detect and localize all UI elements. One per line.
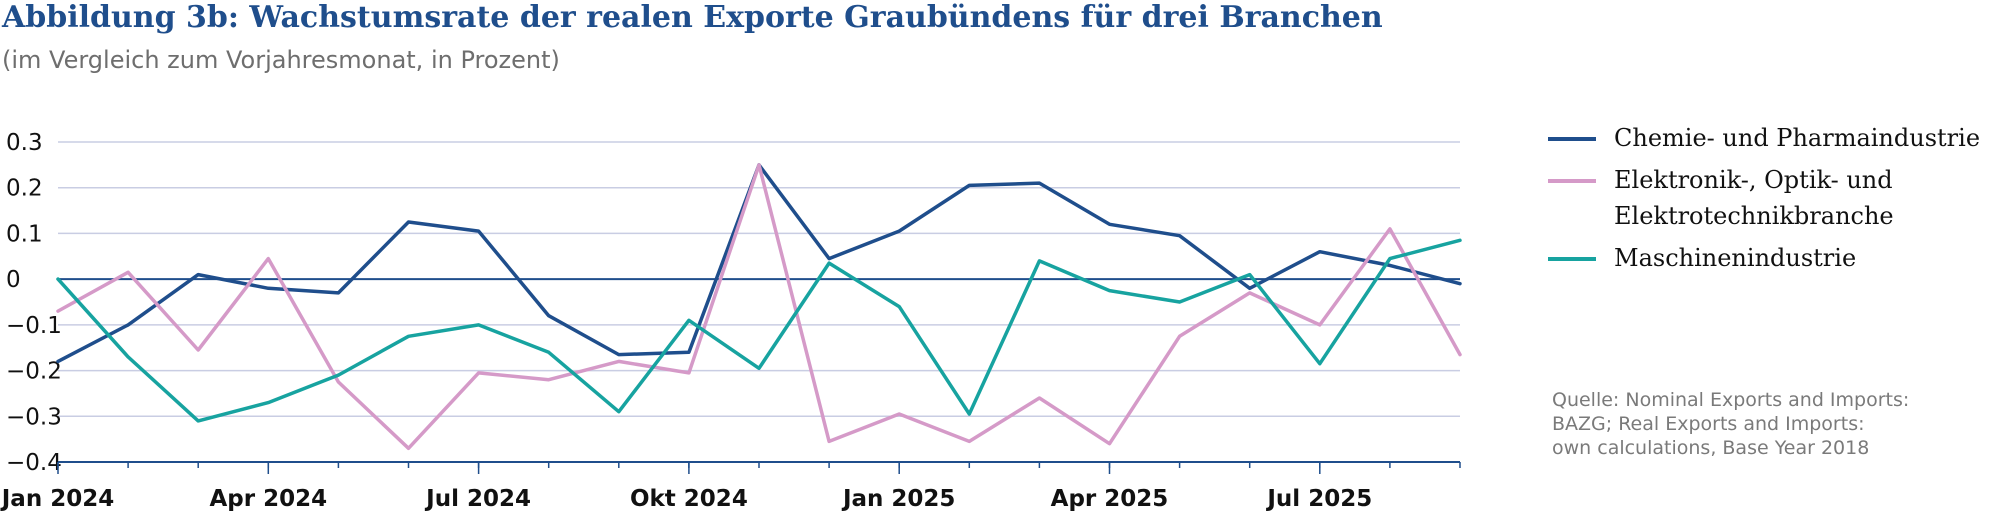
chart-title: Abbildung 3b: Wachstumsrate der realen E… bbox=[2, 0, 1383, 35]
y-tick-label: −0.1 bbox=[6, 313, 62, 339]
legend-item-elektronik: Elektronik-, Optik- und Elektrotechnikbr… bbox=[1548, 162, 2000, 234]
x-tick-label: Apr 2024 bbox=[209, 486, 327, 512]
y-tick-label: 0.3 bbox=[6, 130, 43, 156]
source-note: Quelle: Nominal Exports and Imports: BAZ… bbox=[1552, 389, 1910, 459]
legend: Chemie- und Pharmaindustrie Elektronik-,… bbox=[1548, 120, 2000, 282]
x-tick-label: Jan 2025 bbox=[841, 486, 955, 512]
series-line-maschinen bbox=[56, 238, 1462, 423]
legend-item-maschinen: Maschinenindustrie bbox=[1548, 240, 2000, 276]
y-axis-ticks: 0.3 0.2 0.1 0 −0.1 −0.2 −0.3 −0.4 bbox=[6, 130, 62, 476]
series-line-elektronik bbox=[56, 163, 1462, 451]
y-tick-label: 0.2 bbox=[6, 176, 43, 202]
legend-swatch-elektronik bbox=[1548, 179, 1596, 183]
x-tick-label: Jul 2025 bbox=[1265, 486, 1372, 512]
legend-swatch-maschinen bbox=[1548, 257, 1596, 261]
x-axis: Jan 2024 Apr 2024 Jul 2024 Okt 2024 Jan 2025… bbox=[0, 461, 1461, 512]
x-tick-label: Jul 2024 bbox=[424, 486, 531, 512]
legend-item-chemie: Chemie- und Pharmaindustrie bbox=[1548, 120, 2000, 156]
series-line-chemie bbox=[56, 163, 1462, 364]
x-tick-label: Jan 2024 bbox=[0, 486, 114, 512]
legend-label-maschinen: Maschinenindustrie bbox=[1614, 244, 1857, 272]
line-chart: 0.3 0.2 0.1 0 −0.1 −0.2 −0.3 −0.4 Jan 2024 Apr 2… bbox=[0, 130, 1462, 512]
legend-label-chemie: Chemie- und Pharmaindustrie bbox=[1614, 124, 1981, 152]
y-tick-label: 0 bbox=[6, 267, 21, 293]
x-tick-label: Apr 2025 bbox=[1051, 486, 1169, 512]
gridlines bbox=[58, 141, 1460, 463]
y-tick-label: 0.1 bbox=[6, 221, 43, 247]
x-tick-label: Okt 2024 bbox=[630, 486, 748, 512]
series-lines bbox=[56, 163, 1462, 451]
y-tick-label: −0.3 bbox=[6, 404, 62, 430]
legend-swatch-chemie bbox=[1548, 137, 1596, 141]
y-tick-label: −0.2 bbox=[6, 359, 62, 385]
y-tick-label: −0.4 bbox=[6, 450, 62, 476]
legend-label-elektronik: Elektronik-, Optik- und Elektrotechnikbr… bbox=[1614, 166, 1894, 230]
chart-subtitle: (im Vergleich zum Vorjahresmonat, in Pro… bbox=[2, 46, 560, 74]
